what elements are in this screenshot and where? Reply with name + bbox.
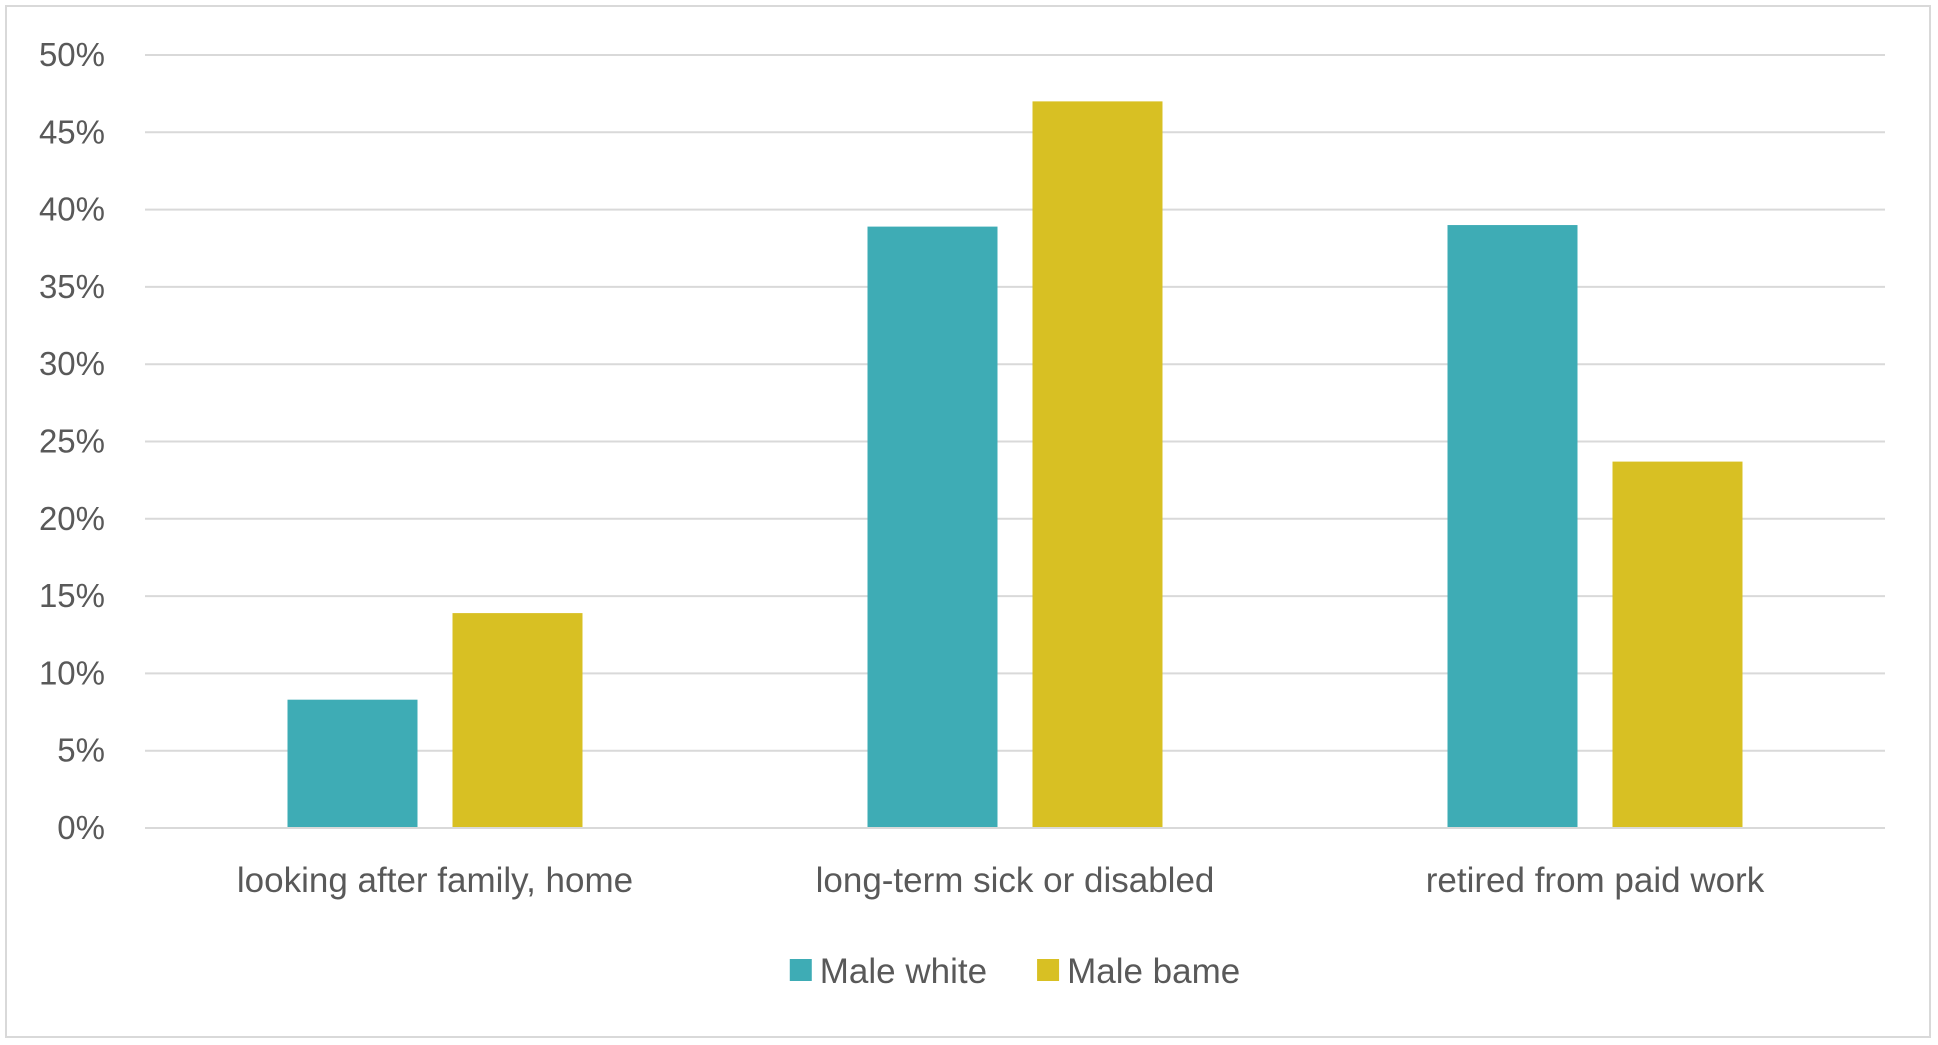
y-tick-label: 10% [39, 654, 105, 691]
legend-swatch [789, 959, 812, 981]
category-label: looking after family, home [237, 861, 633, 900]
legend-label: Male bame [1067, 952, 1240, 991]
legend-item-male-white: Male white [789, 952, 987, 991]
bar-male-bame-0 [452, 613, 583, 828]
bar-male-white-1 [867, 226, 998, 828]
bar-male-white-2 [1447, 225, 1578, 828]
y-tick-label: 35% [39, 268, 105, 305]
bar-male-bame-2 [1612, 461, 1743, 828]
bar-male-white-0 [287, 699, 418, 828]
y-tick-label: 50% [39, 36, 105, 73]
x-axis-category-labels: looking after family, home long-term sick… [237, 861, 1765, 900]
bar-male-bame-1 [1032, 101, 1163, 828]
legend-swatch [1037, 959, 1060, 981]
y-tick-label: 15% [39, 577, 105, 614]
y-tick-label: 40% [39, 191, 105, 228]
legend: Male white Male bame [789, 952, 1240, 991]
y-axis-tick-labels: 0% 5% 10% 15% 20% 25% 30% 35% 40% 45% 50% [39, 36, 105, 846]
y-tick-label: 45% [39, 113, 105, 150]
y-tick-label: 25% [39, 423, 105, 460]
legend-item-male-bame: Male bame [1037, 952, 1240, 991]
y-tick-label: 30% [39, 345, 105, 382]
category-label: long-term sick or disabled [816, 861, 1215, 900]
category-label: retired from paid work [1426, 861, 1765, 900]
y-tick-label: 5% [57, 732, 105, 769]
legend-label: Male white [820, 952, 987, 991]
bars [145, 101, 1885, 829]
y-tick-label: 0% [57, 809, 105, 846]
y-tick-label: 20% [39, 500, 105, 537]
